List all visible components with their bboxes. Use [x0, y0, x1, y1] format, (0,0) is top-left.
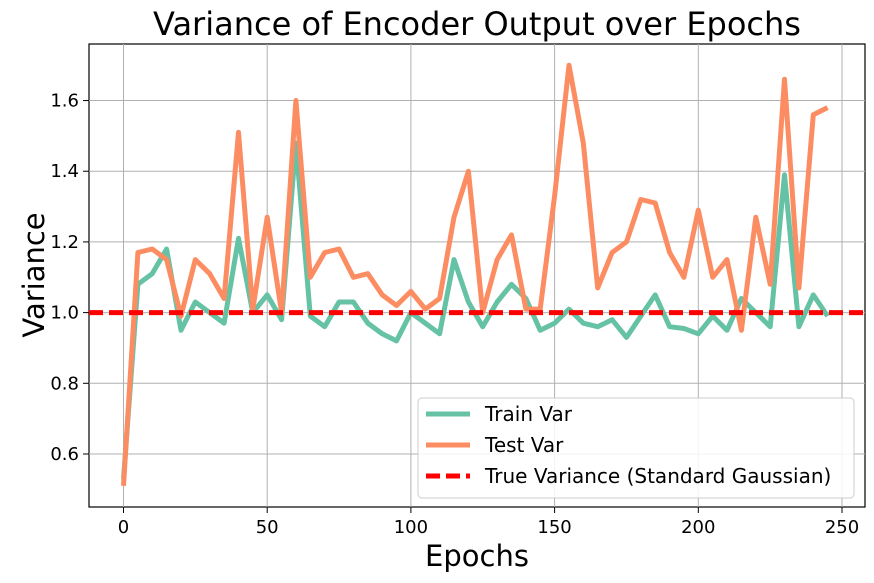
x-tick-label: 100 — [394, 517, 428, 538]
y-tick-label: 1.0 — [50, 303, 79, 324]
y-tick-label: 0.8 — [50, 373, 79, 394]
legend: Train Var Test Var True Variance (Standa… — [417, 397, 855, 499]
x-tick-label: 250 — [825, 517, 859, 538]
x-tick-label: 150 — [537, 517, 571, 538]
x-axis-ticks: 0 50 100 150 200 250 — [118, 507, 859, 538]
x-axis-label: Epochs — [425, 539, 529, 573]
x-tick-label: 200 — [681, 517, 715, 538]
chart-title: Variance of Encoder Output over Epochs — [153, 5, 801, 43]
series-line-test — [121, 62, 829, 486]
legend-label-reference: True Variance (Standard Gaussian) — [484, 464, 831, 488]
legend-box — [417, 397, 855, 499]
legend-label-train: Train Var — [484, 402, 573, 426]
y-tick-label: 0.6 — [50, 444, 79, 465]
x-tick-label: 0 — [118, 517, 129, 538]
x-tick-label: 50 — [256, 517, 279, 538]
legend-label-test: Test Var — [484, 433, 564, 457]
y-axis-label: Variance — [17, 212, 51, 337]
y-tick-label: 1.6 — [50, 91, 79, 112]
plot-area — [88, 43, 866, 508]
y-tick-label: 1.4 — [50, 161, 79, 182]
y-tick-label: 1.2 — [50, 232, 79, 253]
y-axis-ticks: 0.6 0.8 1.0 1.2 1.4 1.6 — [50, 91, 89, 465]
